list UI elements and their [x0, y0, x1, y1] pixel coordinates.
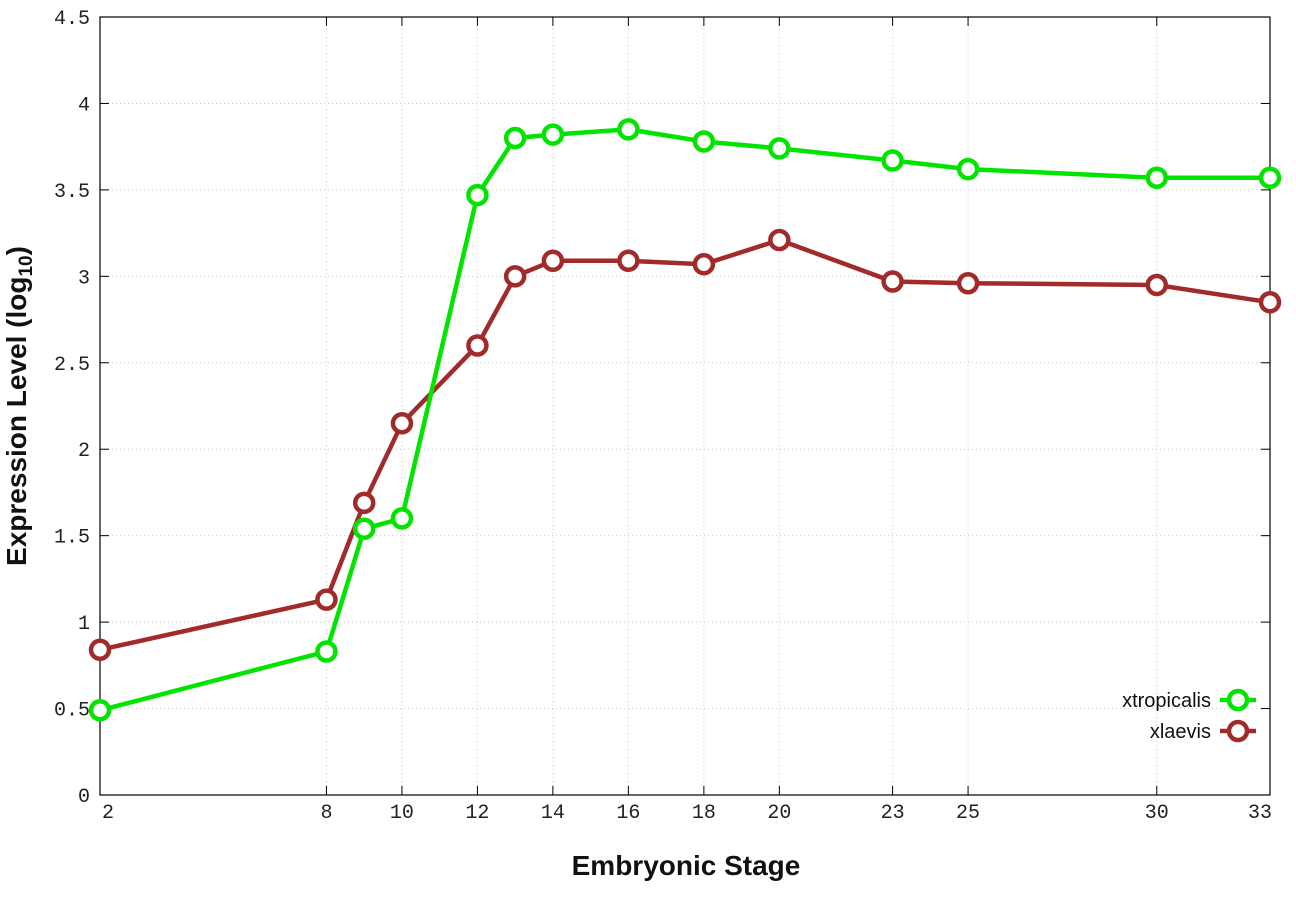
x-tick-label: 33 [1248, 802, 1272, 825]
legend-marker-swatch [1226, 719, 1250, 743]
series-line-xlaevis [99, 237, 1271, 652]
x-tick-label: 10 [390, 802, 414, 825]
data-point-xlaevis [692, 252, 716, 276]
data-point-xlaevis [352, 491, 376, 515]
y-tick-label: 1.5 [54, 527, 90, 550]
data-point-xlaevis [503, 265, 527, 288]
x-tick-label: 30 [1145, 802, 1169, 825]
series-line-xtropicalis [99, 127, 1270, 713]
x-axis: 2 8 10 12 14 16 18 20 23 25 30 33 [99, 17, 1272, 825]
data-point-xtropicalis [88, 699, 112, 722]
y-tick-label: 4.5 [54, 8, 90, 31]
data-point-xtropicalis [466, 183, 489, 207]
x-tick-label: 23 [881, 802, 905, 825]
y-tick-label: 3.5 [54, 181, 90, 204]
x-tick-label: 18 [692, 802, 716, 825]
legend-marker-swatch [1226, 688, 1250, 712]
x-tick-label: 2 [102, 802, 114, 825]
y-axis-label-main: Expression Level (log [1, 277, 32, 566]
data-point-xlaevis [541, 249, 565, 273]
data-point-xtropicalis [503, 126, 527, 150]
data-point-xlaevis [1145, 273, 1169, 297]
data-point-xtropicalis [352, 517, 376, 541]
data-point-xtropicalis [1145, 166, 1169, 190]
data-point-xlaevis [88, 638, 112, 662]
x-tick-label: 20 [767, 802, 791, 825]
data-point-xtropicalis [390, 507, 414, 530]
series-xtropicalis [88, 118, 1282, 722]
series-layer [88, 118, 1282, 722]
grid-lines [100, 17, 1270, 795]
y-tick-label: 3 [78, 267, 90, 290]
y-tick-label: 0.5 [54, 700, 90, 723]
legend-label: xlaevis [1150, 721, 1211, 743]
data-point-xlaevis [1258, 291, 1282, 314]
data-point-xtropicalis [881, 149, 904, 172]
x-tick-label: 16 [616, 802, 640, 825]
y-tick-label: 0 [78, 786, 90, 809]
y-axis-label: Expression Level (log10) [1, 246, 37, 566]
data-point-xtropicalis [315, 640, 338, 663]
legend-label: xtropicalis [1122, 690, 1211, 712]
y-axis-label-subscript: 10 [16, 255, 37, 276]
y-tick-label: 4 [78, 94, 90, 117]
data-point-xtropicalis [1258, 166, 1282, 190]
data-point-xlaevis [617, 249, 640, 273]
x-axis-label: Embryonic Stage [572, 850, 801, 881]
data-point-xtropicalis [617, 118, 640, 141]
data-point-xlaevis [956, 271, 980, 295]
y-tick-label: 2.5 [54, 354, 90, 377]
y-axis-label-close: ) [1, 246, 32, 255]
y-axis: 0 0.5 1 1.5 2 2.5 3 3.5 4 4.5 [54, 8, 1270, 809]
y-tick-label: 1 [78, 613, 90, 636]
data-point-xlaevis [881, 270, 904, 293]
data-point-xlaevis [466, 334, 489, 357]
data-point-xtropicalis [956, 157, 980, 181]
y-tick-label: 2 [78, 440, 90, 463]
x-tick-label: 14 [541, 802, 565, 825]
data-point-xlaevis [390, 412, 414, 435]
x-tick-label: 12 [465, 802, 489, 825]
x-tick-label: 8 [320, 802, 332, 825]
data-point-xtropicalis [541, 123, 565, 146]
x-tick-label: 25 [956, 802, 980, 825]
data-point-xtropicalis [692, 130, 716, 153]
data-point-xlaevis [315, 588, 338, 611]
data-point-xtropicalis [768, 137, 791, 160]
data-point-xlaevis [768, 228, 791, 252]
legend: xtropicalis xlaevis [1122, 688, 1256, 743]
legend-item-xtropicalis: xtropicalis [1122, 688, 1256, 712]
legend-item-xlaevis: xlaevis [1150, 719, 1256, 743]
plot-frame [99, 16, 1271, 796]
series-xlaevis [88, 228, 1282, 662]
